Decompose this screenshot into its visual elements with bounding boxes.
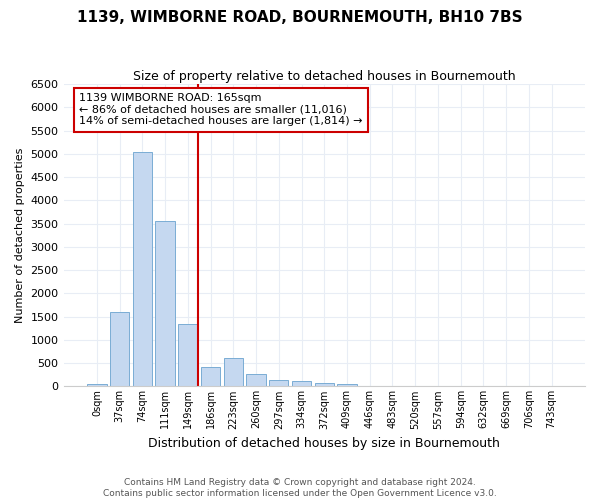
Bar — [269, 380, 289, 386]
Y-axis label: Number of detached properties: Number of detached properties — [15, 148, 25, 323]
Bar — [110, 312, 130, 386]
Text: 1139, WIMBORNE ROAD, BOURNEMOUTH, BH10 7BS: 1139, WIMBORNE ROAD, BOURNEMOUTH, BH10 7… — [77, 10, 523, 25]
Text: 1139 WIMBORNE ROAD: 165sqm
← 86% of detached houses are smaller (11,016)
14% of : 1139 WIMBORNE ROAD: 165sqm ← 86% of deta… — [79, 93, 362, 126]
Bar — [178, 324, 197, 386]
Title: Size of property relative to detached houses in Bournemouth: Size of property relative to detached ho… — [133, 70, 515, 83]
Bar — [247, 374, 266, 386]
Bar — [224, 358, 243, 386]
Bar — [337, 384, 356, 386]
Bar — [201, 367, 220, 386]
Bar — [87, 384, 107, 386]
Bar — [292, 382, 311, 386]
X-axis label: Distribution of detached houses by size in Bournemouth: Distribution of detached houses by size … — [148, 437, 500, 450]
Text: Contains HM Land Registry data © Crown copyright and database right 2024.
Contai: Contains HM Land Registry data © Crown c… — [103, 478, 497, 498]
Bar — [155, 222, 175, 386]
Bar — [133, 152, 152, 386]
Bar — [314, 383, 334, 386]
